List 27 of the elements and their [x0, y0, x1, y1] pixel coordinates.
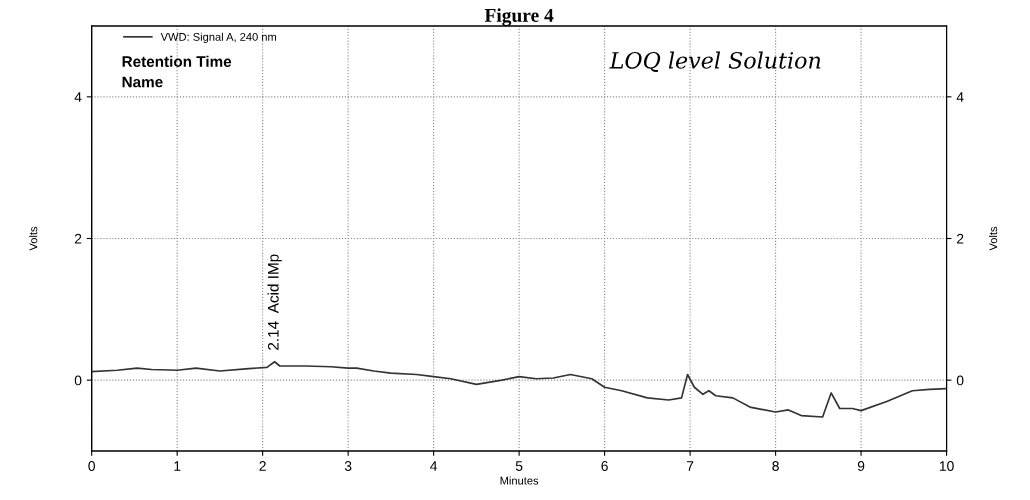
- x-tick-label: 6: [601, 461, 608, 471]
- y-axis-title: Volts: [29, 226, 38, 251]
- line-series: [91, 360, 947, 418]
- x-tick-label: 3: [344, 461, 352, 471]
- annotation: LOQ level Solution: [609, 51, 821, 72]
- x-tick-label: 5: [515, 461, 523, 471]
- y2-tick-label: 0: [956, 375, 964, 386]
- x-tick-label: 10: [939, 461, 954, 471]
- chart-title: Figure 4: [484, 8, 554, 26]
- y2-axis-title: Volts: [989, 226, 998, 251]
- x-tick-label: 0: [88, 461, 95, 471]
- x-tick-label: 4: [430, 461, 438, 471]
- x-tick-label: 1: [174, 461, 181, 471]
- annotation: 2.14 Acid IMp: [267, 254, 282, 350]
- legend-label: VWD: Signal A, 240 nm: [160, 32, 277, 44]
- y-tick-label: 4: [74, 92, 82, 102]
- x-tick-label: 8: [772, 461, 779, 471]
- y-tick-label: 0: [74, 375, 82, 386]
- x-tick-label: 2: [259, 461, 266, 471]
- annotation: Retention Time: [122, 55, 232, 67]
- x-tick-label: 9: [857, 461, 865, 471]
- y2-tick-label: 4: [956, 92, 964, 102]
- y2-tick-label: 2: [956, 233, 964, 244]
- annotation: Name: [122, 76, 163, 88]
- x-tick-label: 7: [686, 461, 694, 471]
- x-axis-title: Minutes: [500, 476, 539, 485]
- y-tick-label: 2: [74, 233, 82, 244]
